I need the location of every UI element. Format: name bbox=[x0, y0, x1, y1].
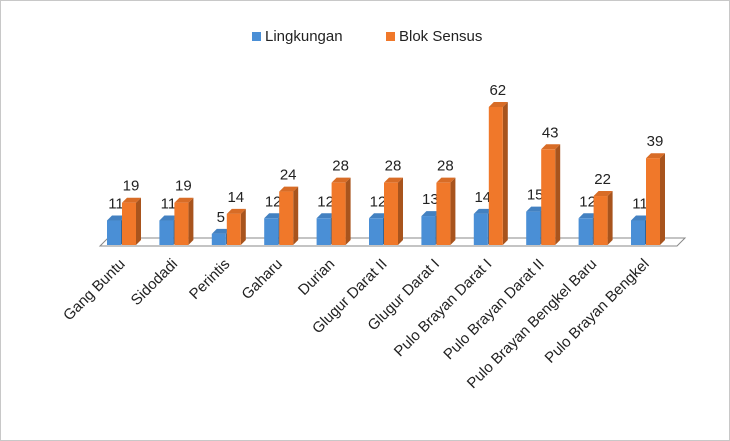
value-label: 19 bbox=[175, 178, 192, 195]
bar-top bbox=[211, 228, 231, 234]
value-label: 62 bbox=[489, 82, 506, 99]
bar-side bbox=[136, 197, 141, 245]
bar-top bbox=[631, 215, 650, 221]
bar-top bbox=[174, 197, 194, 203]
value-label: 28 bbox=[385, 158, 402, 175]
legend-label: Lingkungan bbox=[265, 28, 343, 45]
bar-top bbox=[279, 186, 299, 192]
bar-top bbox=[436, 177, 456, 183]
value-label: 14 bbox=[227, 189, 244, 206]
value-label: 11 bbox=[632, 195, 648, 212]
value-label: 39 bbox=[647, 133, 664, 150]
value-label: 12 bbox=[317, 193, 334, 210]
bar-front bbox=[211, 233, 226, 245]
bar-front bbox=[646, 158, 660, 245]
value-label: 12 bbox=[265, 193, 282, 210]
bar bbox=[436, 177, 456, 245]
bar-top bbox=[226, 208, 246, 214]
bar-top bbox=[473, 208, 493, 214]
bar-top bbox=[526, 206, 546, 212]
bar-side bbox=[398, 177, 403, 245]
value-label: 19 bbox=[123, 178, 140, 195]
bar-front bbox=[631, 220, 645, 245]
value-label: 15 bbox=[527, 187, 544, 204]
bar-side bbox=[188, 197, 194, 245]
bar bbox=[331, 177, 351, 245]
bar-front bbox=[264, 218, 279, 245]
value-label: 28 bbox=[437, 158, 454, 175]
bar bbox=[488, 102, 508, 245]
legend-swatch bbox=[386, 32, 395, 41]
bar-top bbox=[578, 213, 598, 219]
bar-front bbox=[226, 213, 241, 245]
legend-swatch bbox=[252, 32, 261, 41]
bar-front bbox=[578, 218, 593, 245]
bar-front bbox=[421, 216, 436, 245]
value-label: 28 bbox=[332, 158, 349, 175]
bar-top bbox=[541, 144, 561, 150]
bar bbox=[279, 186, 299, 245]
value-label: 11 bbox=[108, 195, 124, 212]
value-label: 22 bbox=[594, 171, 611, 188]
bar-top bbox=[488, 102, 508, 107]
bar-front bbox=[526, 211, 541, 245]
bar bbox=[593, 191, 613, 245]
bar-front bbox=[279, 191, 294, 245]
bar-top bbox=[122, 197, 141, 203]
bar-front bbox=[159, 220, 174, 245]
bar-top bbox=[421, 211, 441, 217]
bar bbox=[646, 153, 665, 245]
bar-front bbox=[541, 149, 556, 245]
bar-top bbox=[646, 153, 665, 159]
bar-front bbox=[473, 213, 488, 245]
bar-side bbox=[607, 191, 613, 245]
bar-top bbox=[593, 191, 613, 197]
value-label: 12 bbox=[579, 193, 596, 210]
bar-side bbox=[660, 153, 665, 245]
bar-front bbox=[593, 196, 608, 245]
bar bbox=[226, 208, 246, 245]
value-label: 5 bbox=[217, 209, 225, 226]
legend: Lingkungan Blok Sensus bbox=[252, 28, 482, 45]
value-label: 43 bbox=[542, 124, 559, 141]
value-label: 11 bbox=[161, 195, 177, 212]
bar bbox=[384, 177, 403, 245]
bar-side bbox=[345, 177, 351, 245]
bar-top bbox=[331, 177, 351, 183]
bar-front bbox=[316, 218, 331, 245]
value-label: 14 bbox=[474, 189, 491, 206]
bar-side bbox=[502, 102, 508, 245]
bar-top bbox=[264, 213, 284, 219]
bar-side bbox=[555, 144, 561, 245]
bar-top bbox=[384, 177, 403, 183]
bar bbox=[122, 197, 141, 245]
bar-top bbox=[159, 215, 179, 221]
bar-front bbox=[436, 182, 451, 245]
bar-front bbox=[369, 218, 383, 245]
bar-front bbox=[384, 182, 398, 245]
value-label: 24 bbox=[280, 167, 297, 184]
bar-front bbox=[488, 107, 503, 245]
bar-side bbox=[240, 208, 246, 245]
bar-front bbox=[107, 220, 121, 245]
bar-front bbox=[331, 182, 346, 245]
bar-top bbox=[369, 213, 388, 219]
bar-top bbox=[107, 215, 126, 221]
bar-front bbox=[174, 202, 189, 245]
bar-front bbox=[122, 202, 136, 245]
bar-side bbox=[450, 177, 456, 245]
bar-top bbox=[316, 213, 336, 219]
bar bbox=[541, 144, 561, 245]
value-label: 12 bbox=[370, 193, 387, 210]
value-label: 13 bbox=[422, 191, 439, 208]
bar bbox=[174, 197, 194, 245]
legend-label: Blok Sensus bbox=[399, 28, 482, 45]
bar-side bbox=[293, 186, 299, 245]
